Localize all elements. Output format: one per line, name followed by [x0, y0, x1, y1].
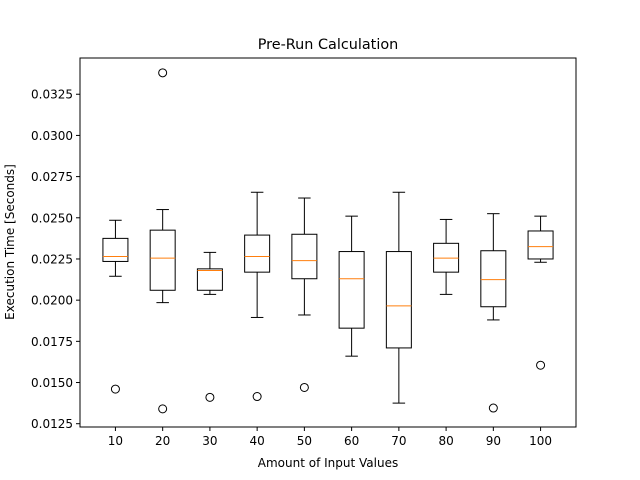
box-group-40 — [244, 191, 271, 402]
x-tick-label: 60 — [344, 434, 359, 448]
box-iqr — [102, 237, 129, 262]
y-tick-label: 0.0300 — [31, 129, 73, 143]
x-tick-label: 100 — [529, 434, 552, 448]
x-tick-label: 30 — [202, 434, 217, 448]
box-group-100 — [527, 215, 554, 370]
box-iqr — [527, 230, 554, 260]
y-tick-label: 0.0275 — [31, 170, 73, 184]
y-tick-label: 0.0175 — [31, 335, 73, 349]
x-tick-label: 90 — [486, 434, 501, 448]
x-tick-label: 10 — [108, 434, 123, 448]
box-group-60 — [338, 215, 365, 357]
box-group-10 — [102, 219, 129, 394]
x-tick-label: 70 — [391, 434, 406, 448]
outlier-point — [299, 382, 309, 392]
outlier-point — [158, 404, 168, 414]
box-iqr — [196, 268, 223, 291]
outlier-point — [110, 384, 120, 394]
box-group-30 — [196, 251, 223, 402]
y-tick-label: 0.0150 — [31, 376, 73, 390]
axes-frame — [79, 57, 577, 428]
x-tick-label: 50 — [297, 434, 312, 448]
box-iqr — [291, 233, 318, 280]
box-group-90 — [480, 213, 507, 413]
box-iqr — [338, 251, 365, 329]
box-group-80 — [433, 218, 460, 295]
y-tick-label: 0.0200 — [31, 294, 73, 308]
chart-title: Pre-Run Calculation — [258, 37, 399, 53]
y-tick-label: 0.0225 — [31, 252, 73, 266]
box-group-70 — [385, 191, 412, 404]
axis-ticks: 10 20 30 40 50 60 70 80 90 100 0.0125 0.0150 0.0175 0… — [31, 88, 552, 448]
x-tick-label: 80 — [438, 434, 453, 448]
box-group-50 — [291, 197, 318, 392]
plot-area — [102, 68, 554, 414]
outlier-point — [158, 68, 168, 78]
y-tick-label: 0.0125 — [31, 417, 73, 431]
x-axis-label: Amount of Input Values — [258, 456, 398, 470]
x-tick-label: 20 — [155, 434, 170, 448]
box-group-20 — [149, 68, 176, 414]
box-iqr — [149, 229, 176, 291]
box-iqr — [385, 251, 412, 349]
y-tick-label: 0.0250 — [31, 211, 73, 225]
x-tick-label: 40 — [250, 434, 265, 448]
box-iqr — [480, 250, 507, 308]
y-tick-label: 0.0325 — [31, 88, 73, 102]
outlier-point — [252, 392, 262, 402]
outlier-point — [488, 403, 498, 413]
y-axis-label: Execution Time [Seconds] — [3, 164, 17, 320]
box-iqr — [244, 234, 271, 273]
outlier-point — [536, 360, 546, 370]
outlier-point — [205, 392, 215, 402]
